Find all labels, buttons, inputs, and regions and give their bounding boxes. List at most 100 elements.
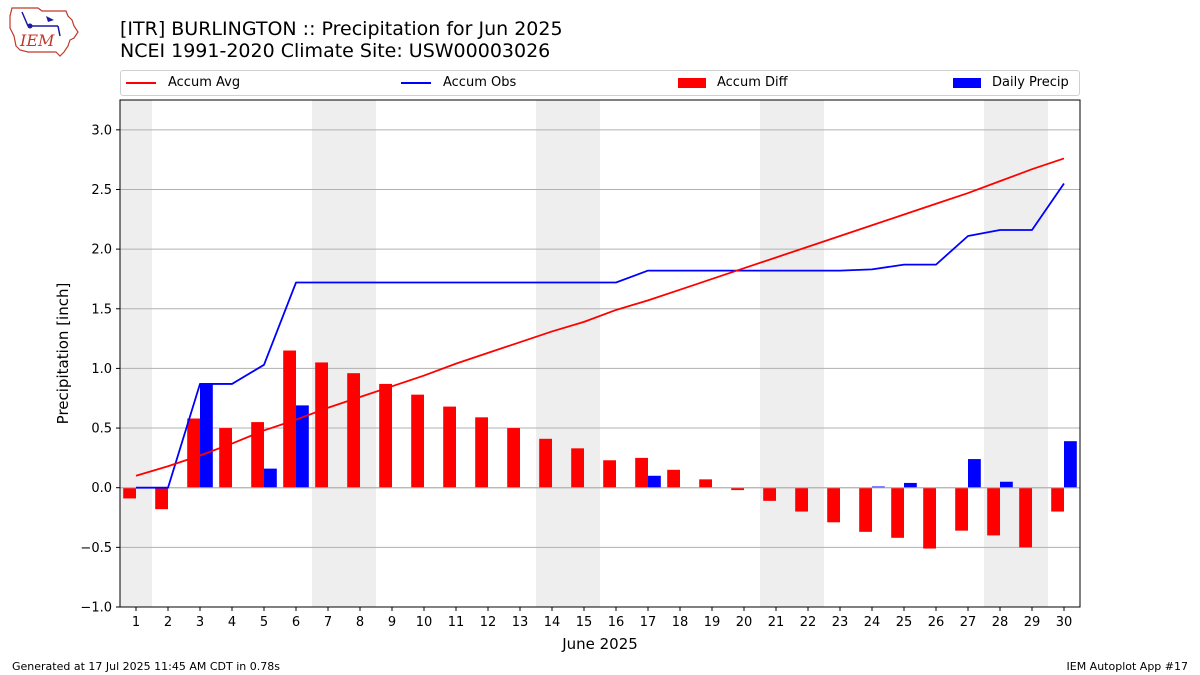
legend-swatch-accum-diff (678, 78, 706, 88)
x-tick-label: 15 (576, 615, 593, 630)
accum-diff-bar-day-16 (603, 460, 616, 488)
x-tick-label: 29 (1024, 615, 1041, 630)
weekend-shade-day-8 (344, 100, 376, 607)
legend-label-accum-avg: Accum Avg (168, 75, 241, 90)
accum-diff-bar-day-14 (539, 438, 552, 488)
legend-swatch-accum-obs (401, 82, 431, 84)
weekend-shade-day-15 (568, 100, 600, 607)
accum-diff-bar-day-1 (123, 487, 136, 499)
weekend-shade-day-22 (792, 100, 824, 607)
plot-frame (119, 99, 1081, 608)
accum-diff-bar-day-10 (411, 394, 424, 488)
accum-diff-bar-day-21 (763, 487, 776, 501)
y-tick-label: 0.0 (91, 481, 112, 496)
legend-label-accum-diff: Accum Diff (717, 75, 788, 90)
accum-diff-bar-day-2 (155, 487, 168, 510)
accum-diff-bar-day-3 (187, 418, 200, 488)
daily-precip-bar-day-3 (200, 383, 213, 488)
daily-precip-bar-day-28 (1000, 481, 1013, 488)
x-tick-label: 14 (544, 615, 561, 630)
x-tick-label: 12 (480, 615, 497, 630)
x-tick-label: 3 (196, 615, 204, 630)
y-tick-label: 2.5 (91, 183, 112, 198)
x-tick-label: 28 (992, 615, 1009, 630)
accum-diff-bar-day-18 (667, 469, 680, 488)
accum-diff-bar-day-11 (443, 406, 456, 488)
x-tick-label: 4 (228, 615, 236, 630)
x-tick-label: 18 (672, 615, 689, 630)
x-tick-label: 13 (512, 615, 529, 630)
y-tick-label: 1.5 (91, 302, 112, 317)
accum-diff-bar-day-28 (987, 487, 1000, 536)
accum-diff-bar-day-7 (315, 362, 328, 488)
accum-diff-bar-day-24 (859, 487, 872, 532)
x-tick-label: 8 (356, 615, 364, 630)
x-tick-label: 9 (388, 615, 396, 630)
daily-precip-bar-day-17 (648, 475, 661, 488)
x-tick-label: 20 (736, 615, 753, 630)
accum-diff-bar-day-30 (1051, 487, 1064, 512)
accum-diff-bar-day-13 (507, 428, 520, 488)
daily-precip-bar-day-30 (1064, 441, 1077, 488)
accum-diff-bar-day-4 (219, 428, 232, 488)
y-tick-label: −0.5 (80, 541, 112, 556)
daily-precip-bar-day-25 (904, 482, 917, 488)
accum-diff-bar-day-9 (379, 383, 392, 488)
x-tick-label: 19 (704, 615, 721, 630)
accum-diff-bar-day-15 (571, 448, 584, 488)
iem-logo: IEM (9, 7, 79, 57)
x-tick-label: 24 (864, 615, 881, 630)
accum-avg-line (135, 157, 1065, 477)
x-tick-label: 21 (768, 615, 785, 630)
accum-diff-bar-day-8 (347, 373, 360, 488)
weekend-shade-day-1 (120, 100, 152, 607)
y-axis-label: Precipitation [inch] (54, 283, 72, 425)
weekend-shade-day-7 (312, 100, 344, 607)
legend-swatch-daily-precip (953, 78, 981, 88)
accum-diff-bar-day-5 (251, 422, 264, 488)
footer-app: IEM Autoplot App #17 (1066, 660, 1189, 673)
daily-precip-bar-day-5 (264, 468, 277, 488)
accum-diff-bar-day-29 (1019, 487, 1032, 548)
chart-title: [ITR] BURLINGTON :: Precipitation for Ju… (120, 18, 563, 40)
x-tick-label: 5 (260, 615, 268, 630)
y-tick-label: 0.5 (91, 422, 112, 437)
x-tick-label: 10 (416, 615, 433, 630)
legend-label-daily-precip: Daily Precip (992, 75, 1069, 90)
y-tick-label: −1.0 (80, 601, 112, 616)
x-tick-label: 30 (1056, 615, 1073, 630)
weekend-shade-day-14 (536, 100, 568, 607)
x-tick-label: 27 (960, 615, 977, 630)
footer-generated: Generated at 17 Jul 2025 11:45 AM CDT in… (12, 660, 280, 673)
accum-obs-line (136, 182, 1065, 489)
x-tick-label: 26 (928, 615, 945, 630)
legend-label-accum-obs: Accum Obs (443, 75, 517, 90)
x-tick-label: 6 (292, 615, 300, 630)
daily-precip-bar-day-6 (296, 405, 309, 488)
accum-diff-bar-day-23 (827, 487, 840, 523)
x-tick-label: 2 (164, 615, 172, 630)
x-tick-label: 16 (608, 615, 625, 630)
accum-diff-bar-day-19 (699, 479, 712, 488)
weekend-shade-day-21 (760, 100, 792, 607)
x-tick-label: 11 (448, 615, 465, 630)
accum-diff-bar-day-6 (283, 350, 296, 488)
y-tick-label: 3.0 (91, 123, 112, 138)
accum-diff-bar-day-25 (891, 487, 904, 538)
x-tick-label: 1 (132, 615, 140, 630)
legend-swatch-accum-avg (126, 82, 156, 84)
legend: Accum Avg Accum Obs Accum Diff Daily Pre… (120, 70, 1080, 96)
accum-diff-bar-day-27 (955, 487, 968, 531)
accum-diff-bar-day-20 (731, 487, 744, 491)
daily-precip-bar-day-24 (872, 486, 885, 488)
accum-diff-bar-day-17 (635, 457, 648, 488)
accum-diff-bar-day-12 (475, 417, 488, 488)
x-axis-label: June 2025 (561, 635, 638, 653)
x-tick-label: 25 (896, 615, 913, 630)
y-tick-label: 1.0 (91, 362, 112, 377)
x-tick-label: 23 (832, 615, 849, 630)
x-tick-label: 17 (640, 615, 657, 630)
x-tick-label: 22 (800, 615, 817, 630)
accum-diff-bar-day-26 (923, 487, 936, 549)
